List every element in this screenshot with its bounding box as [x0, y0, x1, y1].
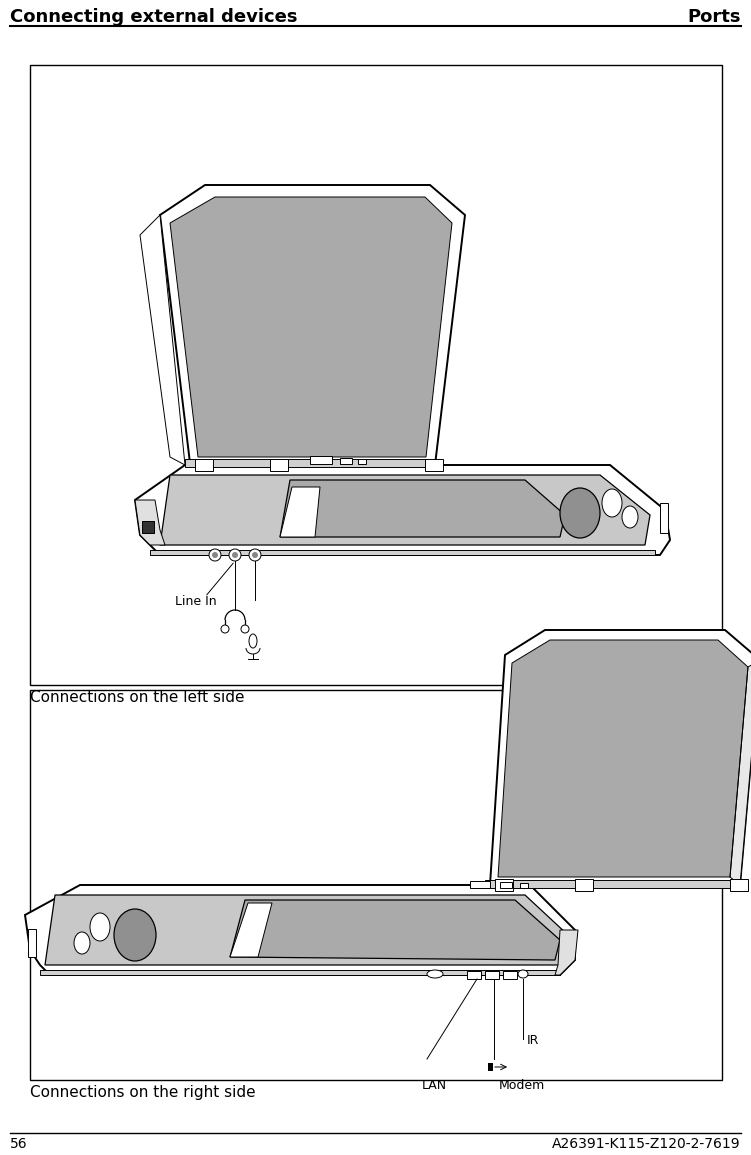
Ellipse shape — [427, 970, 443, 978]
Ellipse shape — [560, 489, 600, 538]
Ellipse shape — [249, 634, 257, 648]
Text: A26391-K115-Z120-2-7619: A26391-K115-Z120-2-7619 — [553, 1137, 741, 1152]
Ellipse shape — [622, 506, 638, 528]
Bar — [467, 971, 481, 979]
Bar — [30, 690, 722, 1080]
Polygon shape — [730, 660, 751, 885]
Polygon shape — [135, 500, 165, 545]
Circle shape — [232, 552, 238, 558]
Bar — [30, 65, 722, 685]
Bar — [358, 459, 366, 464]
Ellipse shape — [90, 912, 110, 941]
Circle shape — [252, 552, 258, 558]
Bar — [520, 884, 528, 888]
Bar — [660, 502, 668, 532]
Text: Connecting external devices: Connecting external devices — [10, 8, 297, 27]
Bar — [485, 971, 499, 979]
Polygon shape — [160, 185, 465, 465]
Polygon shape — [140, 215, 185, 465]
Text: 56: 56 — [10, 1137, 28, 1152]
Bar — [470, 881, 490, 888]
Ellipse shape — [74, 932, 90, 954]
Circle shape — [229, 549, 241, 561]
Ellipse shape — [602, 489, 622, 517]
Ellipse shape — [518, 970, 528, 978]
Polygon shape — [555, 930, 578, 975]
Circle shape — [209, 549, 221, 561]
Text: Line In: Line In — [175, 595, 216, 608]
Text: LAN: LAN — [422, 1079, 447, 1091]
Bar — [270, 459, 288, 471]
Text: IR: IR — [527, 1034, 539, 1046]
Ellipse shape — [114, 909, 156, 961]
Bar — [142, 521, 154, 532]
Bar — [28, 929, 36, 957]
Polygon shape — [280, 480, 565, 537]
Bar — [495, 879, 513, 891]
Bar — [310, 456, 332, 464]
Bar — [195, 459, 213, 471]
Polygon shape — [25, 885, 575, 975]
Polygon shape — [490, 629, 751, 885]
Text: Ports: Ports — [687, 8, 741, 27]
Bar — [575, 879, 593, 891]
Circle shape — [221, 625, 229, 633]
Polygon shape — [135, 465, 670, 556]
Polygon shape — [280, 487, 320, 537]
Polygon shape — [230, 903, 272, 957]
Polygon shape — [230, 900, 560, 960]
Bar — [503, 971, 517, 979]
Bar — [185, 459, 440, 467]
Polygon shape — [40, 970, 560, 975]
Text: Connections on the left side: Connections on the left side — [30, 690, 245, 705]
Text: Connections on the right side: Connections on the right side — [30, 1085, 255, 1100]
Polygon shape — [170, 198, 452, 457]
Polygon shape — [45, 895, 568, 964]
Bar — [485, 880, 745, 888]
Bar — [488, 1063, 493, 1071]
Polygon shape — [160, 475, 650, 545]
Circle shape — [241, 625, 249, 633]
Circle shape — [212, 552, 218, 558]
Circle shape — [249, 549, 261, 561]
Bar — [340, 459, 352, 464]
Text: Modem: Modem — [499, 1079, 545, 1091]
Bar — [425, 459, 443, 471]
Bar — [730, 879, 748, 891]
Bar — [500, 882, 512, 888]
Polygon shape — [150, 550, 655, 556]
Polygon shape — [498, 640, 748, 877]
